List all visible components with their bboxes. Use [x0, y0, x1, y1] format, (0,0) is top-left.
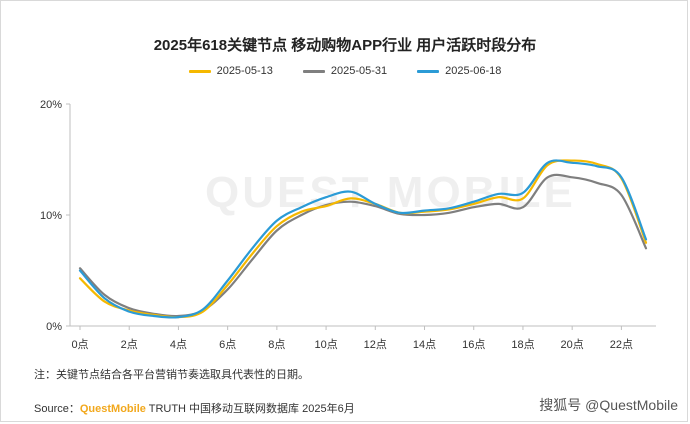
- legend-label-0513: 2025-05-13: [216, 65, 273, 77]
- source-rest: TRUTH 中国移动互联网数据库 2025年6月: [145, 403, 355, 415]
- x-tick-label: 22点: [610, 338, 633, 351]
- chart-note: 注：关键节点结合各平台营销节奏选取具代表性的日期。: [34, 369, 309, 381]
- x-tick-label: 14点: [413, 338, 436, 351]
- series-line-0513: [78, 159, 648, 319]
- legend-label-0531: 2025-05-31: [330, 65, 388, 77]
- x-tick-label: 12点: [364, 338, 387, 351]
- y-tick-label: 20%: [40, 99, 62, 111]
- legend-swatch-0513: [188, 69, 211, 73]
- legend-label-0618: 2025-06-18: [445, 65, 502, 77]
- x-tick-label: 2点: [121, 338, 138, 351]
- chart-title: 2025年618关键节点 移动购物APP行业 用户活跃时段分布: [153, 37, 537, 54]
- series-line-0618: [78, 159, 648, 319]
- x-tick-label: 6点: [219, 338, 236, 351]
- x-tick-label: 10点: [314, 338, 337, 351]
- y-tick-label: 0%: [46, 321, 62, 333]
- x-tick-label: 0点: [71, 338, 88, 351]
- x-tick-label: 8点: [268, 338, 285, 351]
- corner-watermark: 搜狐号 @QuestMobile: [539, 397, 678, 413]
- x-tick-label: 16点: [462, 338, 485, 351]
- chart-legend: 2025-05-13 2025-05-31 2025-06-18: [0, 65, 690, 77]
- chart-source: Source：QuestMobile TRUTH 中国移动互联网数据库 2025…: [34, 400, 355, 416]
- source-prefix: Source：: [34, 403, 80, 415]
- legend-item-0513: 2025-05-13: [188, 65, 273, 77]
- source-brand: QuestMobile: [79, 403, 146, 415]
- x-tick-label: 18点: [511, 338, 534, 351]
- legend-swatch-0531: [302, 69, 325, 73]
- y-tick-label: 10%: [40, 210, 62, 222]
- x-tick-label: 4点: [170, 338, 187, 351]
- legend-item-0618: 2025-06-18: [417, 65, 501, 77]
- legend-swatch-0618: [417, 69, 440, 73]
- legend-item-0531: 2025-05-31: [302, 65, 388, 77]
- x-tick-label: 20点: [561, 338, 584, 351]
